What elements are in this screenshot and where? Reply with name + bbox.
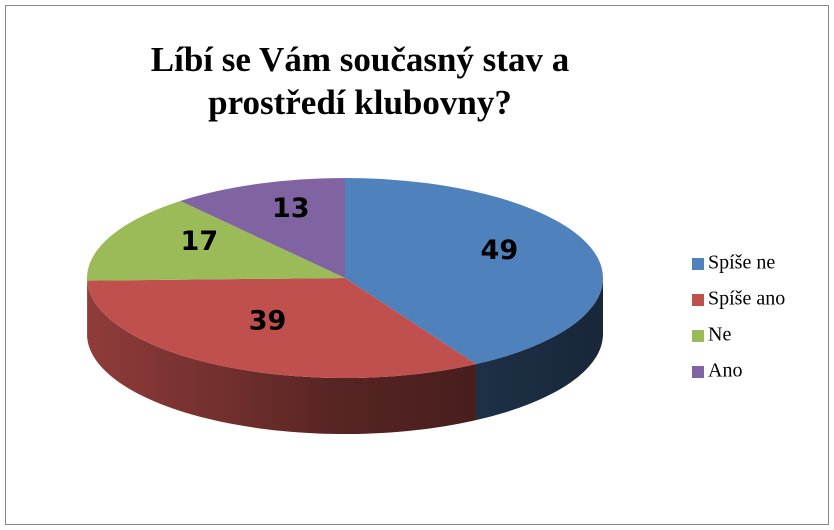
legend-swatch (692, 294, 704, 306)
legend-label: Ano (708, 360, 742, 382)
pie-slice (345, 178, 603, 365)
legend-label: Spíše ano (708, 288, 785, 310)
data-label: 17 (181, 226, 219, 257)
pie-slice (180, 178, 345, 278)
data-label: 49 (481, 235, 519, 266)
legend-swatch (692, 330, 704, 342)
data-label: 39 (249, 306, 287, 337)
legend-label: Ne (708, 324, 731, 346)
data-label: 13 (272, 193, 310, 224)
legend-swatch (692, 258, 704, 270)
pie-side (475, 278, 603, 421)
legend-swatch (692, 366, 704, 378)
pie-slice (86, 201, 345, 281)
pie-slice (87, 278, 476, 378)
pie-side (87, 280, 476, 435)
chart-title: Líbí se Vám současný stav a prostředí kl… (150, 40, 570, 122)
legend-label: Spíše ne (708, 252, 775, 274)
